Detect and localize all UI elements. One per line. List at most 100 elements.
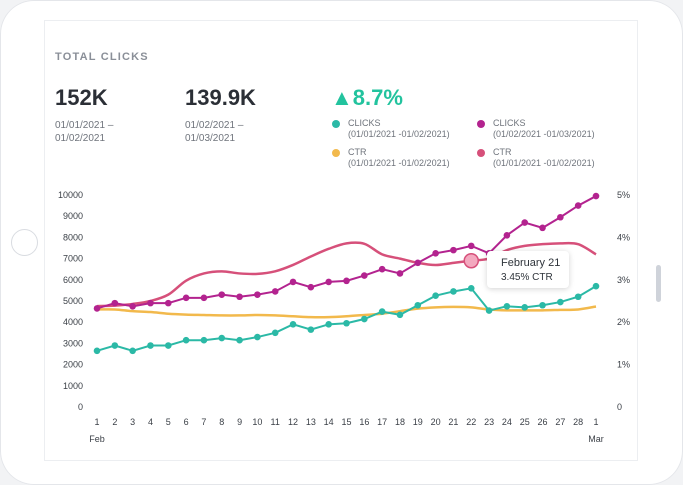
y-right-tick-label: 1% [617,360,630,370]
data-point [129,347,136,355]
y-left-tick-label: 6000 [63,275,83,285]
x-tick-label: 9 [237,417,242,427]
data-point [557,213,564,221]
legend-swatch [332,120,340,128]
series-line [96,285,597,352]
data-point [378,308,386,315]
dashboard-card: TOTAL CLICKS 152K 01/01/2021 – 01/02/2021… [45,21,637,460]
x-tick-label: 22 [466,417,476,427]
legend-item: CTR (01/01/2021 -01/02/2021) [493,147,595,169]
x-tick-label: 18 [395,417,405,427]
series-line [96,305,597,319]
data-point [361,272,368,279]
data-point [539,301,546,309]
x-tick-label: 4 [148,417,153,427]
side-button[interactable] [656,265,661,302]
stat-delta: ▲8.7% [331,85,403,110]
data-point [254,333,261,341]
data-point [111,299,119,307]
data-point [236,336,243,344]
x-tick-label: 21 [448,417,458,427]
data-point [396,311,404,319]
data-point [164,342,172,349]
x-tick-label: 14 [324,417,334,427]
highlight-marker [463,252,479,269]
x-tick-label: 20 [431,417,441,427]
data-point [521,219,529,226]
data-point [289,278,297,286]
data-point [467,242,475,250]
stat-range-line: 01/01/2021 – [55,120,114,131]
y-right-tick-label: 0 [617,402,622,412]
x-month-label: Feb [89,434,105,444]
data-point [592,192,600,200]
legend-label: CTR [348,147,367,157]
chart-tooltip: February 21 3.45% CTR [487,251,569,288]
x-tick-label: 7 [201,417,206,427]
data-point [147,299,154,307]
card-title: TOTAL CLICKS [55,51,149,63]
y-left-tick-label: 4000 [63,317,83,327]
data-point [289,321,297,328]
x-tick-label: 8 [219,417,224,427]
data-point [200,294,208,302]
x-tick-label: 11 [271,417,280,427]
data-point [450,246,457,254]
legend-range: (01/01/2021 -01/02/2021) [348,158,450,168]
legend-label: CTR [493,147,512,157]
legend-label: CLICKS [348,118,381,128]
data-point [200,336,208,344]
data-point [182,336,190,344]
y-left-tick-label: 2000 [63,360,83,370]
y-right-tick-label: 3% [617,275,630,285]
x-tick-label: 1 [94,417,99,427]
home-button[interactable] [11,229,38,256]
data-point [271,329,279,337]
y-left-tick-label: 9000 [63,211,83,221]
data-point [503,303,511,310]
legend-range: (01/01/2021 -01/02/2021) [348,129,450,139]
data-point [164,299,172,307]
data-point [503,231,511,239]
y-left-tick-label: 7000 [63,254,83,264]
x-tick-label: 25 [520,417,530,427]
legend-label: CLICKS [493,118,526,128]
y-right-tick-label: 4% [617,232,630,242]
data-point [343,319,350,327]
line-chart: 1000090008000700060005000400030002000100… [58,190,630,444]
x-tick-label: 2 [112,417,117,427]
data-point [557,298,564,306]
chart-legend: CLICKS (01/01/2021 -01/02/2021) CLICKS (… [330,118,630,178]
tooltip-date: February 21 [501,257,561,269]
x-tick-label: 16 [359,417,369,427]
data-point [111,342,119,349]
data-point [467,284,475,292]
data-point [218,334,226,342]
data-point [574,293,582,301]
legend-swatch [332,149,340,157]
stat-range-line: 01/03/2021 [185,133,236,144]
y-left-tick-label: 8000 [63,232,83,242]
y-right-tick-label: 2% [617,317,630,327]
legend-range: (01/02/2021 -01/03/2021) [493,129,595,139]
stat-range-line: 01/02/2021 – [185,120,244,131]
data-point [129,303,136,310]
x-tick-label: 5 [166,417,171,427]
x-tick-label: 12 [288,417,298,427]
data-point [414,301,422,309]
stat-range-line: 01/02/2021 [55,133,106,144]
x-tick-label: 23 [484,417,494,427]
x-tick-label: 19 [413,417,423,427]
data-point [307,326,315,333]
data-point [271,288,279,295]
y-left-tick-label: 0 [78,402,83,412]
stat-value-2: 139.9K [185,85,256,110]
y-right-tick-label: 5% [617,190,630,200]
data-point [93,305,101,312]
data-point [521,304,529,311]
stat-range-1: 01/01/2021 – 01/02/2021 [55,119,135,145]
x-tick-label: 28 [573,417,583,427]
legend-item: CLICKS (01/01/2021 -01/02/2021) [348,118,450,140]
data-point [378,265,386,273]
data-point [325,278,332,286]
